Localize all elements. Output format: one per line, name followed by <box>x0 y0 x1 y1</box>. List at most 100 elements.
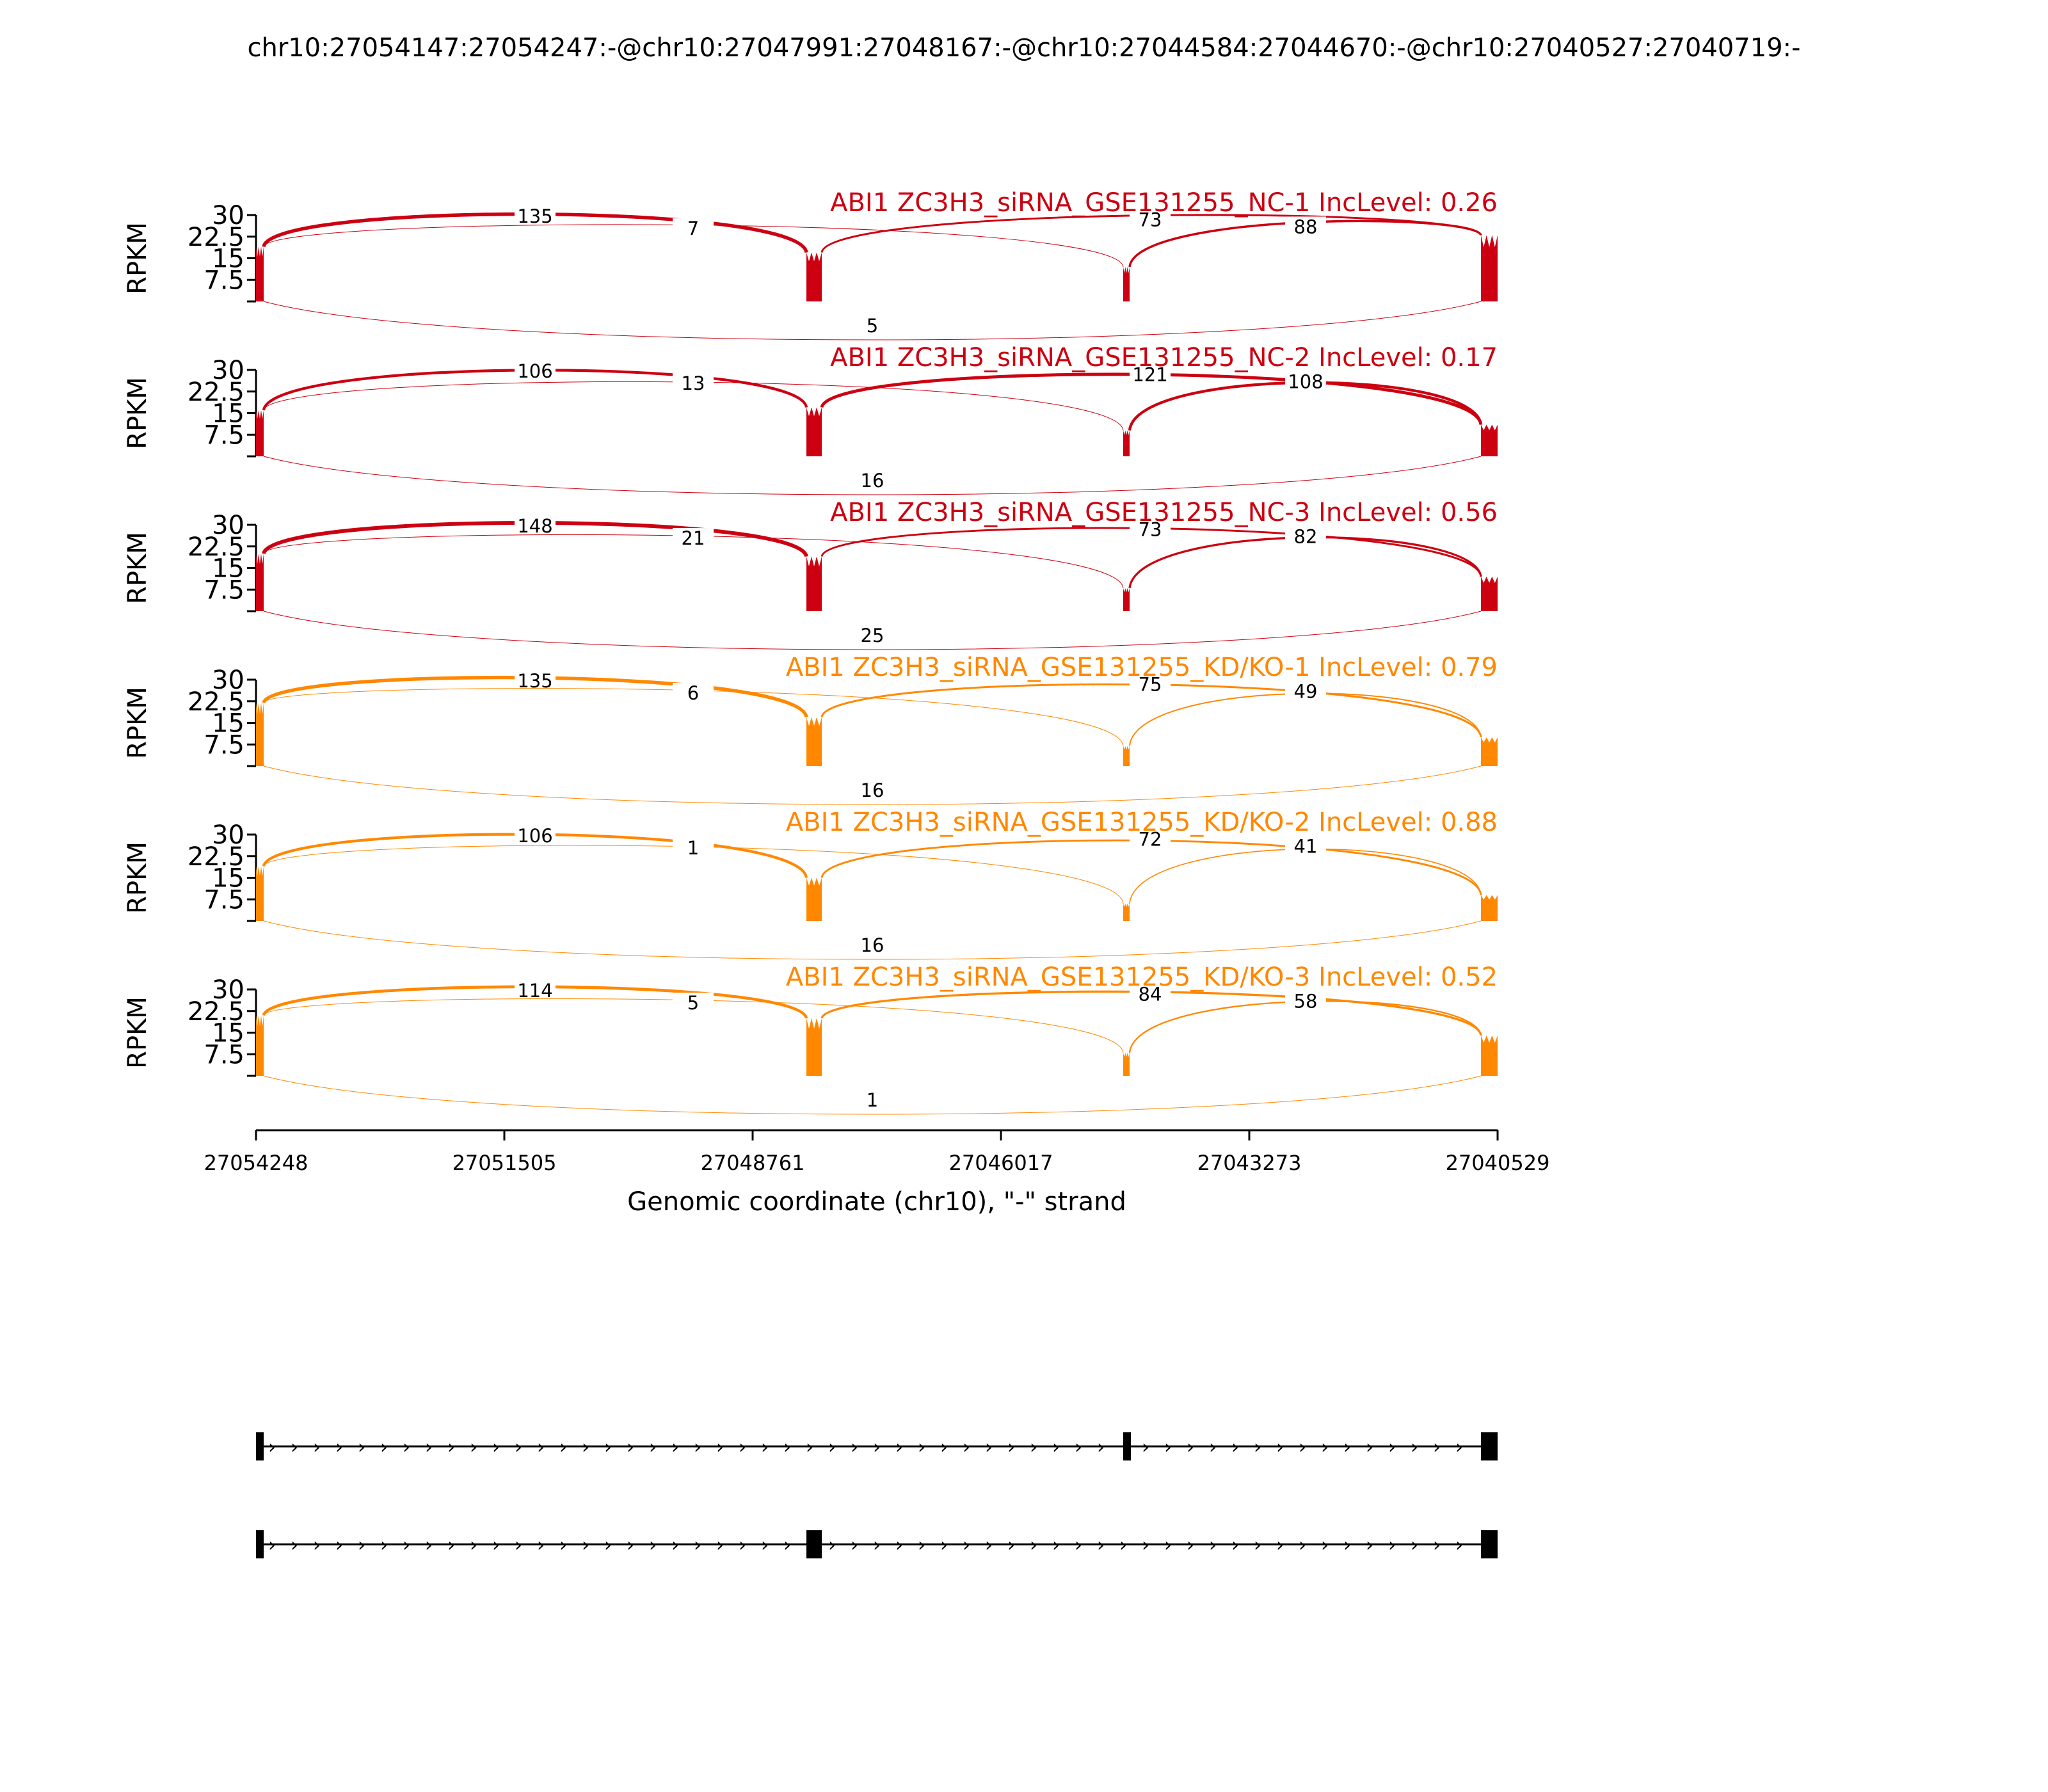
strand-arrow: › <box>940 1534 948 1556</box>
exon-coverage <box>806 252 822 301</box>
x-tick-label: 27048761 <box>701 1151 805 1175</box>
junction-label-bg <box>852 1090 893 1112</box>
exon-coverage <box>806 717 822 766</box>
exon-coverage <box>1123 588 1130 611</box>
y-tick-label: 7.5 <box>204 266 244 295</box>
strand-arrow: › <box>559 1534 567 1556</box>
y-tick-label: 15 <box>212 399 244 429</box>
junction-count: 16 <box>861 780 884 801</box>
strand-arrow: › <box>716 1436 724 1459</box>
exon-block <box>256 1432 264 1460</box>
strand-arrow: › <box>1299 1436 1306 1459</box>
y-tick-label: 7.5 <box>204 1040 244 1069</box>
strand-arrow: › <box>1455 1534 1463 1556</box>
y-tick-label: 7.5 <box>204 730 244 760</box>
junction-label-bg <box>1130 364 1171 387</box>
y-tick-label: 15 <box>212 709 244 739</box>
y-tick-label: 22.5 <box>188 378 244 407</box>
strand-arrow: › <box>380 1436 388 1459</box>
junction-count: 106 <box>517 825 552 847</box>
y-tick-label: 30 <box>212 201 244 230</box>
y-tick-label: 7.5 <box>204 885 244 915</box>
junction-label-bg <box>1130 674 1171 696</box>
strand-arrow: › <box>1119 1534 1127 1556</box>
strand-arrow: › <box>313 1436 321 1459</box>
exon-block <box>1123 1432 1131 1460</box>
strand-arrow: › <box>335 1436 343 1459</box>
strand-arrow: › <box>291 1534 298 1556</box>
junction-count: 1 <box>867 1089 878 1111</box>
strand-arrow: › <box>1388 1436 1396 1459</box>
strand-arrow: › <box>515 1436 522 1459</box>
strand-arrow: › <box>783 1534 791 1556</box>
strand-arrow: › <box>1209 1534 1217 1556</box>
junction-arc <box>263 611 1482 650</box>
y-tick-label: 15 <box>212 244 244 274</box>
junction-label-bg <box>515 361 556 383</box>
strand-arrow: › <box>447 1534 455 1556</box>
strand-arrow: › <box>492 1436 500 1459</box>
y-tick-label: 30 <box>212 820 244 850</box>
junction-arc <box>263 765 1482 805</box>
exon-coverage <box>256 554 264 611</box>
exon-coverage <box>1123 904 1130 921</box>
y-axis-label: RPKM <box>123 842 152 914</box>
y-tick-label: 22.5 <box>188 997 244 1027</box>
y-tick-label: 7.5 <box>204 420 244 450</box>
strand-arrow: › <box>291 1436 298 1459</box>
junction-count: 13 <box>682 372 705 394</box>
junction-count: 7 <box>687 218 699 239</box>
exon-coverage <box>1123 430 1130 456</box>
strand-arrow: › <box>1276 1534 1284 1556</box>
strand-arrow: › <box>470 1534 477 1556</box>
junction-label-bg <box>852 316 893 337</box>
junction-label-bg <box>852 625 893 647</box>
strand-arrow: › <box>1052 1436 1060 1459</box>
junction-label-bg <box>673 528 714 550</box>
strand-arrow: › <box>1142 1534 1149 1556</box>
y-tick-label: 30 <box>212 666 244 695</box>
strand-arrow: › <box>1388 1534 1396 1556</box>
strand-arrow: › <box>1411 1436 1418 1459</box>
exon-coverage <box>806 877 822 921</box>
strand-arrow: › <box>873 1436 881 1459</box>
strand-arrow: › <box>1433 1534 1441 1556</box>
junction-label-bg <box>1285 991 1326 1013</box>
strand-arrow: › <box>604 1534 612 1556</box>
junction-label-bg <box>1130 984 1171 1006</box>
strand-arrow: › <box>739 1436 746 1459</box>
strand-arrow: › <box>1366 1436 1373 1459</box>
strand-arrow: › <box>918 1534 925 1556</box>
junction-count: 114 <box>517 980 552 1002</box>
junction-label-bg <box>673 993 714 1015</box>
x-axis: 27054248 27051505 27048761 27046017 27043273… <box>204 1129 1549 1175</box>
strand-arrow: › <box>1164 1436 1172 1459</box>
y-tick-label: 22.5 <box>188 532 244 562</box>
y-axis-label: RPKM <box>123 377 152 449</box>
strand-arrow: › <box>1187 1534 1194 1556</box>
junction-label-bg <box>673 838 714 860</box>
exon-coverage <box>806 407 822 456</box>
exon-coverage <box>1481 737 1498 766</box>
y-tick-label: 15 <box>212 864 244 893</box>
exon-block <box>256 1530 264 1558</box>
strand-arrow: › <box>1231 1534 1239 1556</box>
strand-arrow: › <box>671 1436 679 1459</box>
x-tick-label: 27051505 <box>452 1151 557 1175</box>
junction-label-bg <box>515 671 556 693</box>
strand-arrow: › <box>582 1534 589 1556</box>
isoform-track: › › › › › › › › › › › › › › › › › › › › › › › › › › › › › › › › › › › › › › › ›… <box>256 1432 1498 1460</box>
strand-arrow: › <box>694 1534 701 1556</box>
strand-arrow: › <box>335 1534 343 1556</box>
strand-arrow: › <box>851 1436 858 1459</box>
junction-count: 41 <box>1294 835 1318 857</box>
strand-arrow: › <box>851 1534 858 1556</box>
strand-arrow: › <box>358 1436 365 1459</box>
junction-count: 16 <box>861 470 884 492</box>
exon-block <box>1481 1432 1498 1460</box>
exon-coverage <box>1123 746 1130 766</box>
